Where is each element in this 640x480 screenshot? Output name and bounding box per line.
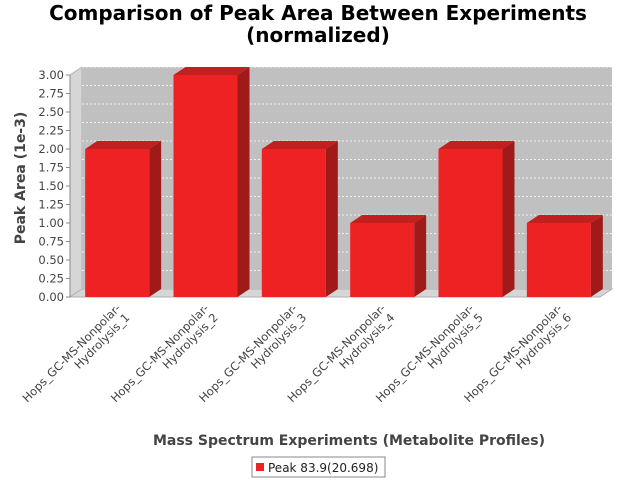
bar-side <box>325 141 338 297</box>
y-tick-label: 0.50 <box>38 253 64 267</box>
y-tick-label: 0.00 <box>38 290 64 304</box>
y-tick-label: 1.25 <box>38 198 64 212</box>
bar <box>85 141 162 297</box>
bar-front <box>526 223 591 297</box>
y-tick-label: 3.00 <box>38 68 64 82</box>
legend-box <box>251 456 386 478</box>
y-tick-label: 2.00 <box>38 142 64 156</box>
bar-top <box>438 141 515 149</box>
plot-left-wall <box>69 66 83 298</box>
bar-front <box>173 75 238 297</box>
y-tick-label: 1.75 <box>38 161 64 175</box>
bar-top <box>526 215 603 223</box>
grid-lines <box>82 66 612 271</box>
y-tick-label: 2.50 <box>38 105 64 119</box>
bar <box>438 141 515 297</box>
y-tick-label: 2.75 <box>38 87 64 101</box>
bar-top <box>85 141 162 149</box>
bar-front <box>350 223 415 297</box>
legend-entry: Peak 83.9(20.698) <box>268 461 378 475</box>
bar-side <box>237 67 250 297</box>
bar-top <box>350 215 427 223</box>
legend-swatch <box>256 463 264 471</box>
y-tick-label: 0.25 <box>38 272 64 286</box>
bar-top <box>173 67 250 75</box>
bar-side <box>590 215 603 297</box>
chart-title-line-1: Comparison of Peak Area Between Experime… <box>49 1 587 25</box>
y-tick-label: 1.50 <box>38 179 64 193</box>
bar-side <box>502 141 515 297</box>
bar-front <box>85 149 150 297</box>
bar-top <box>261 141 338 149</box>
y-axis-label: Peak Area (1e-3) <box>13 112 29 245</box>
bar <box>526 215 603 297</box>
bar-front <box>438 149 503 297</box>
legend: Peak 83.9(20.698) <box>251 456 386 478</box>
bar <box>350 215 427 297</box>
x-axis-categories: Hops_GC-MS-Nonpolar-Hydrolysis_1Hops_GC-… <box>19 301 574 405</box>
bar-side <box>414 215 427 297</box>
y-tick-label: 0.75 <box>38 235 64 249</box>
y-tick-label: 1.00 <box>38 216 64 230</box>
chart-title-line-2: (normalized) <box>246 23 390 47</box>
y-axis-ticks: 0.00 0.25 0.50 0.75 1.00 1.25 1.50 1.75 2.00 2.25… <box>38 68 70 304</box>
x-axis-label: Mass Spectrum Experiments (Metabolite Pr… <box>153 433 545 449</box>
bars <box>85 67 603 297</box>
bar-side <box>149 141 162 297</box>
bar-front <box>261 149 326 297</box>
bar <box>261 141 338 297</box>
y-tick-label: 2.25 <box>38 124 64 138</box>
bar <box>173 67 250 297</box>
